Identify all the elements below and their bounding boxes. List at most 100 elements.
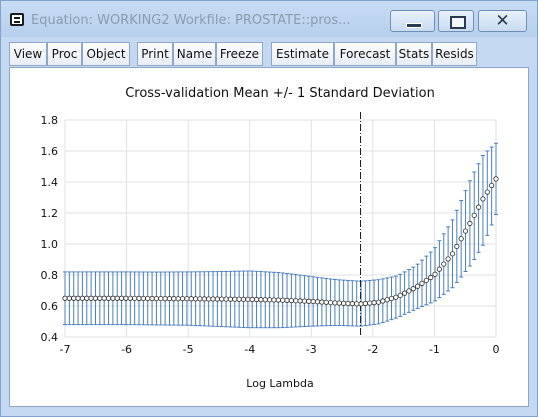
chart-area: Cross-validation Mean +/- 1 Standard Dev… (9, 67, 529, 407)
cv-mean-point (188, 296, 194, 302)
object-button[interactable]: Object (82, 42, 130, 66)
cv-mean-point (380, 298, 386, 304)
cv-mean-point (375, 299, 382, 305)
x-axis-label: Log Lambda (246, 377, 313, 390)
cv-mean-point (214, 296, 220, 302)
cv-mean-point (358, 301, 364, 307)
cv-mean-point (319, 299, 325, 305)
cv-mean-point (118, 295, 125, 301)
cv-mean-point (288, 297, 294, 304)
cv-mean-point (428, 274, 434, 281)
proc-button[interactable]: Proc (47, 42, 82, 66)
y-tick-label: 0.4 (41, 331, 59, 344)
chart-title: Cross-validation Mean +/- 1 Standard Dev… (125, 86, 435, 101)
cv-mean-point (175, 296, 181, 302)
cv-mean-point (162, 295, 168, 302)
chart-grid (64, 119, 497, 338)
y-tick-label: 0.8 (41, 269, 59, 282)
cv-mean-point (306, 298, 312, 304)
cv-mean-point (406, 288, 412, 294)
cv-mean-point (423, 277, 429, 284)
forecast-button[interactable]: Forecast (334, 42, 396, 66)
x-tick-label: 0 (493, 343, 500, 356)
cv-mean-point (145, 295, 151, 302)
cv-chart: Cross-validation Mean +/- 1 Standard Dev… (41, 86, 500, 390)
minimize-button[interactable] (390, 10, 435, 32)
cv-mean-point (371, 300, 377, 306)
cv-mean-point (393, 294, 399, 300)
cv-mean-point (240, 296, 247, 302)
equation-window-icon[interactable] (10, 13, 24, 26)
cv-mean-point (314, 299, 321, 305)
y-tick-label: 1.0 (41, 238, 59, 251)
x-tick-label: -2 (367, 343, 378, 356)
y-tick-label: 0.6 (41, 300, 59, 313)
title-bar[interactable]: Equation: WORKING2 Workfile: PROSTATE::p… (1, 1, 537, 37)
view-button[interactable]: View (9, 42, 47, 66)
y-tick-label: 1.6 (41, 145, 59, 158)
estimate-button[interactable]: Estimate (271, 42, 334, 66)
print-button[interactable]: Print (137, 42, 173, 66)
resids-button[interactable]: Resids (432, 42, 477, 66)
freeze-button[interactable]: Freeze (216, 42, 263, 66)
cv-mean-point (449, 251, 456, 257)
toolbar: View Proc Object Print Name Freeze Estim… (9, 42, 529, 66)
name-button[interactable]: Name (173, 42, 216, 66)
cv-mean-point (341, 300, 347, 306)
cv-mean-point (280, 297, 286, 303)
cv-mean-point (354, 301, 360, 307)
cv-mean-point (262, 297, 268, 303)
cv-mean-point (114, 295, 120, 301)
cv-mean-point (367, 300, 373, 306)
cv-mean-point (245, 296, 251, 302)
cv-mean-point (79, 295, 86, 301)
cv-mean-point (62, 295, 68, 301)
cv-mean-point (193, 296, 199, 302)
cv-mean-point (462, 228, 469, 234)
close-button[interactable]: ✕ (478, 10, 527, 32)
cv-mean-point (71, 295, 77, 301)
y-tick-label: 1.8 (41, 114, 59, 127)
cv-mean-point (419, 280, 425, 286)
y-tick-label: 1.2 (41, 207, 59, 220)
x-tick-label: -1 (429, 343, 440, 356)
window-title: Equation: WORKING2 Workfile: PROSTATE::p… (31, 13, 351, 28)
cv-mean-point (166, 296, 173, 302)
cv-mean-point (184, 296, 190, 302)
maximize-button[interactable] (438, 10, 474, 32)
cv-mean-point (284, 297, 290, 303)
cv-mean-point (219, 296, 225, 302)
cv-mean-point (458, 236, 464, 242)
cv-mean-point (349, 301, 355, 307)
cv-mean-point (227, 296, 234, 302)
cv-mean-point (66, 295, 72, 301)
cv-mean-point (471, 212, 477, 218)
x-tick-label: -5 (183, 343, 194, 356)
cv-mean-point (123, 295, 129, 301)
cv-mean-point (253, 296, 260, 303)
cv-mean-point (110, 295, 116, 301)
cv-mean-point (84, 295, 90, 301)
x-tick-label: -3 (306, 343, 317, 356)
cv-mean-point (267, 297, 273, 303)
cv-mean-point (271, 297, 277, 303)
cv-mean-point (171, 296, 177, 302)
stats-button[interactable]: Stats (396, 42, 432, 66)
cv-mean-point (105, 295, 112, 301)
cv-mean-point (410, 286, 416, 292)
cv-mean-point (153, 295, 160, 302)
x-tick-label: -4 (244, 343, 255, 356)
cv-mean-point (415, 283, 421, 289)
cv-mean-point (301, 298, 308, 304)
close-icon: ✕ (495, 11, 510, 31)
cv-mean-point (397, 292, 403, 298)
cv-mean-point (275, 297, 281, 303)
cv-mean-point (493, 176, 499, 182)
cv-mean-point (432, 271, 438, 277)
cv-mean-point (441, 261, 447, 267)
cv-mean-point (140, 295, 146, 302)
cv-mean-point (97, 295, 103, 301)
cv-mean-point (258, 297, 264, 303)
cv-mean-point (232, 296, 238, 302)
